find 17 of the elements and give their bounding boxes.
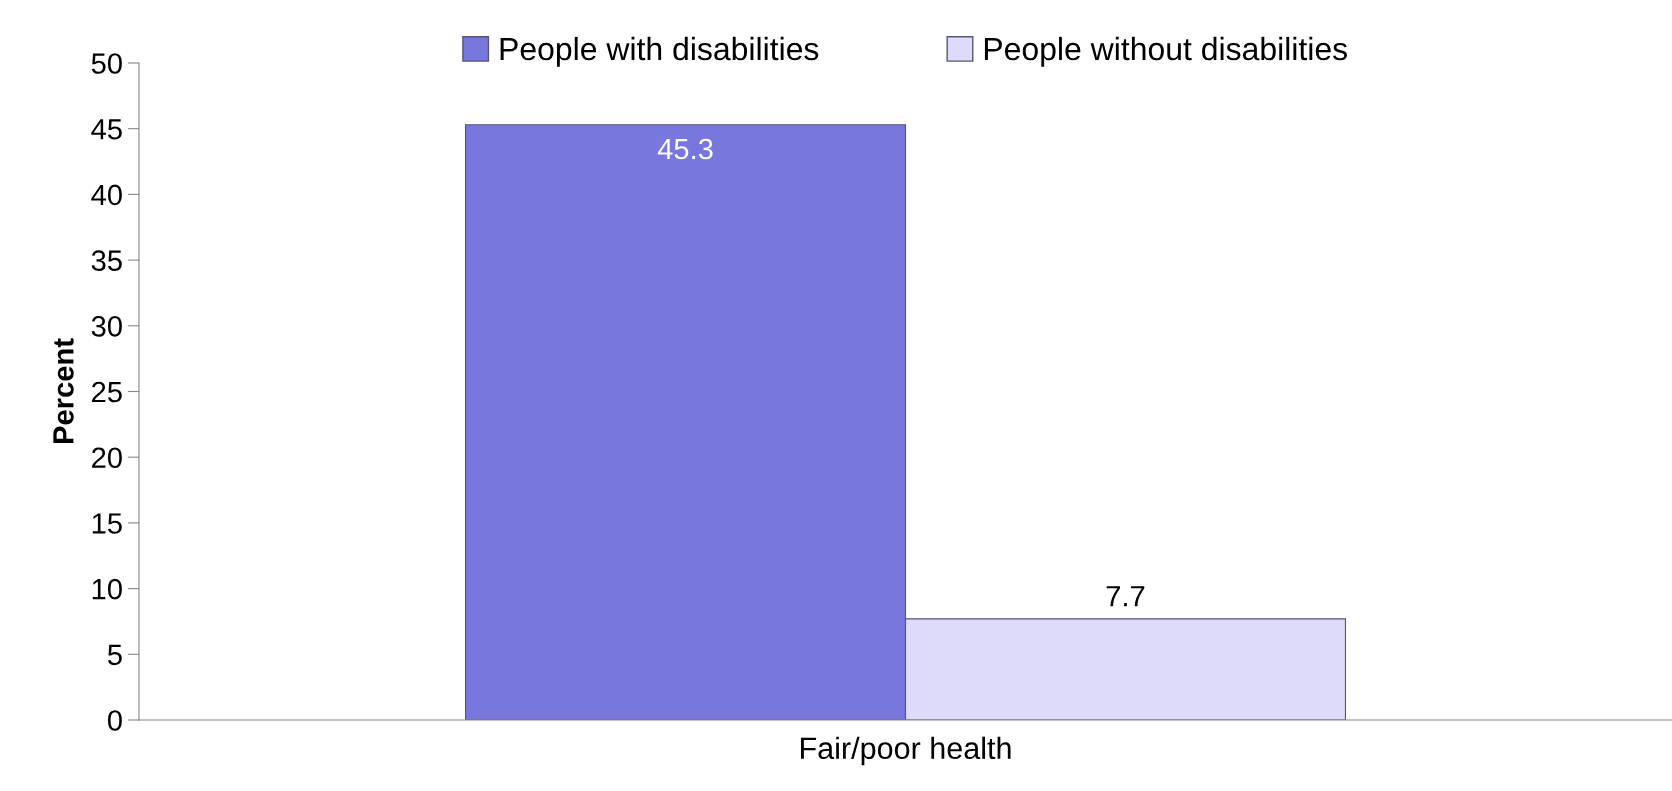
y-tick-label: 5 bbox=[107, 644, 122, 666]
y-tick-label: 20 bbox=[92, 447, 122, 469]
data-label: 7.7 bbox=[1106, 586, 1145, 607]
y-tick-label: 40 bbox=[91, 184, 122, 206]
y-tick-label: 10 bbox=[92, 578, 122, 600]
y-axis-title: Percent bbox=[53, 338, 74, 444]
legend-label: People with disabilities bbox=[500, 36, 819, 67]
y-tick-label: 25 bbox=[92, 381, 122, 403]
data-label: 45.3 bbox=[657, 138, 713, 160]
y-tick-label: 15 bbox=[92, 513, 122, 534]
y-tick-label: 35 bbox=[91, 250, 122, 271]
y-tick-label: 50 bbox=[91, 53, 122, 74]
x-tick-label: Fair/poor health bbox=[801, 736, 1011, 766]
legend-label: People without disabilities bbox=[984, 36, 1347, 67]
y-tick-label: 0 bbox=[107, 710, 122, 731]
y-tick-label: 30 bbox=[91, 316, 122, 337]
y-tick-label: 45 bbox=[91, 119, 122, 140]
